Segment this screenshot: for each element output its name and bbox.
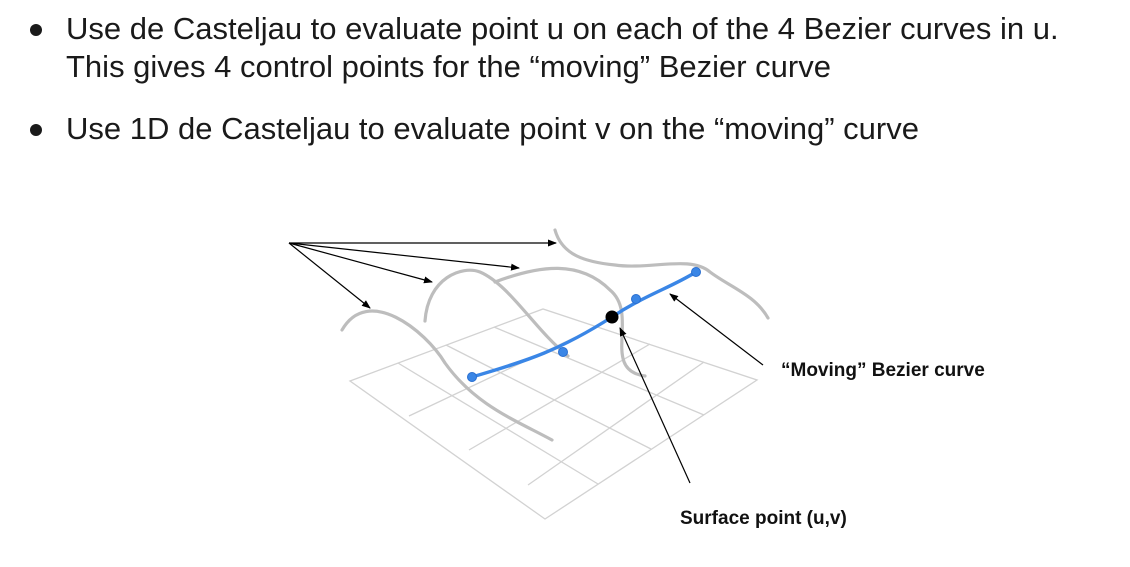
control-point-4 — [691, 267, 701, 277]
arrow-to-surface-point — [619, 327, 691, 484]
bullet-item-2: Use 1D de Casteljau to evaluate point v … — [28, 110, 1118, 148]
bezier-curve-1 — [340, 309, 554, 442]
arrow-to-curve-2 — [288, 242, 433, 284]
control-point-1 — [467, 372, 477, 382]
bezier-curve-3 — [493, 266, 647, 378]
bullet-item-1: Use de Casteljau to evaluate point u on … — [28, 10, 1118, 86]
bezier-curve-4 — [553, 228, 770, 320]
bullet-list: Use de Casteljau to evaluate point u on … — [28, 10, 1118, 172]
moving-bezier-curve — [470, 270, 698, 379]
arrow-to-moving-curve — [669, 293, 764, 366]
control-point-3 — [631, 294, 641, 304]
surface-point-marker — [605, 310, 619, 324]
moving-curve-label: “Moving” Bezier curve — [781, 360, 985, 381]
moving-curve-control-points — [467, 267, 701, 382]
parameter-grid — [348, 308, 759, 520]
bullet-text-2: Use 1D de Casteljau to evaluate point v … — [66, 111, 919, 146]
bezier-curve-2 — [423, 268, 570, 358]
arrow-to-curve-1 — [288, 242, 371, 309]
bullet-dot-icon — [30, 24, 42, 36]
arrow-to-curve-3 — [288, 242, 520, 271]
curve-pointer-arrows — [288, 239, 557, 309]
surface-point-label: Surface point (u,v) — [680, 508, 847, 529]
control-point-2 — [558, 347, 568, 357]
bullet-dot-icon — [30, 124, 42, 136]
bullet-text-1: Use de Casteljau to evaluate point u on … — [66, 11, 1059, 84]
bezier-curves-u — [340, 228, 770, 442]
